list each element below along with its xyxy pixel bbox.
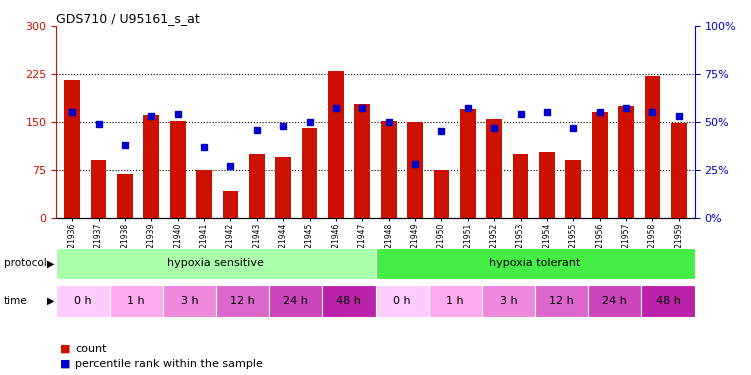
Bar bbox=[143, 116, 159, 218]
Text: 48 h: 48 h bbox=[656, 296, 680, 306]
Text: count: count bbox=[75, 344, 107, 354]
Bar bbox=[354, 104, 370, 218]
Text: ■: ■ bbox=[60, 359, 71, 369]
Bar bbox=[328, 71, 344, 217]
Bar bbox=[592, 112, 608, 218]
Bar bbox=[381, 121, 397, 218]
Text: hypoxia sensitive: hypoxia sensitive bbox=[167, 258, 264, 268]
Bar bbox=[429, 285, 482, 317]
Text: 0 h: 0 h bbox=[394, 296, 411, 306]
Text: hypoxia tolerant: hypoxia tolerant bbox=[490, 258, 581, 268]
Text: 24 h: 24 h bbox=[283, 296, 308, 306]
Bar bbox=[535, 285, 588, 317]
Bar bbox=[196, 170, 212, 217]
Text: 1 h: 1 h bbox=[128, 296, 145, 306]
Bar bbox=[513, 154, 529, 218]
Bar bbox=[539, 153, 555, 218]
Text: GDS710 / U95161_s_at: GDS710 / U95161_s_at bbox=[56, 12, 200, 25]
Text: 12 h: 12 h bbox=[230, 296, 255, 306]
Bar bbox=[407, 122, 423, 218]
Bar bbox=[216, 285, 269, 317]
Bar bbox=[222, 191, 238, 217]
Text: ▶: ▶ bbox=[47, 258, 55, 268]
Bar bbox=[56, 248, 376, 279]
Text: time: time bbox=[4, 296, 27, 306]
Bar bbox=[376, 285, 429, 317]
Bar bbox=[566, 160, 581, 218]
Bar bbox=[433, 170, 449, 217]
Text: 0 h: 0 h bbox=[74, 296, 92, 306]
Bar bbox=[482, 285, 535, 317]
Bar bbox=[249, 154, 264, 218]
Bar bbox=[322, 285, 376, 317]
Bar bbox=[170, 121, 185, 218]
Bar bbox=[641, 285, 695, 317]
Bar bbox=[65, 81, 80, 218]
Text: percentile rank within the sample: percentile rank within the sample bbox=[75, 359, 263, 369]
Bar bbox=[269, 285, 322, 317]
Bar bbox=[302, 128, 318, 217]
Bar bbox=[487, 118, 502, 218]
Bar bbox=[671, 123, 686, 218]
Text: 1 h: 1 h bbox=[447, 296, 464, 306]
Bar bbox=[588, 285, 641, 317]
Text: 12 h: 12 h bbox=[549, 296, 574, 306]
Bar bbox=[276, 157, 291, 218]
Bar bbox=[163, 285, 216, 317]
Bar bbox=[56, 285, 110, 317]
Text: 24 h: 24 h bbox=[602, 296, 627, 306]
Bar bbox=[460, 109, 475, 217]
Bar bbox=[110, 285, 163, 317]
Bar bbox=[117, 174, 133, 217]
Bar bbox=[618, 106, 634, 218]
Bar bbox=[376, 248, 695, 279]
Bar bbox=[644, 76, 660, 217]
Text: ▶: ▶ bbox=[47, 296, 55, 306]
Bar bbox=[91, 160, 107, 218]
Text: ■: ■ bbox=[60, 344, 71, 354]
Text: protocol: protocol bbox=[4, 258, 47, 268]
Text: 3 h: 3 h bbox=[499, 296, 517, 306]
Text: 48 h: 48 h bbox=[336, 296, 361, 306]
Text: 3 h: 3 h bbox=[180, 296, 198, 306]
